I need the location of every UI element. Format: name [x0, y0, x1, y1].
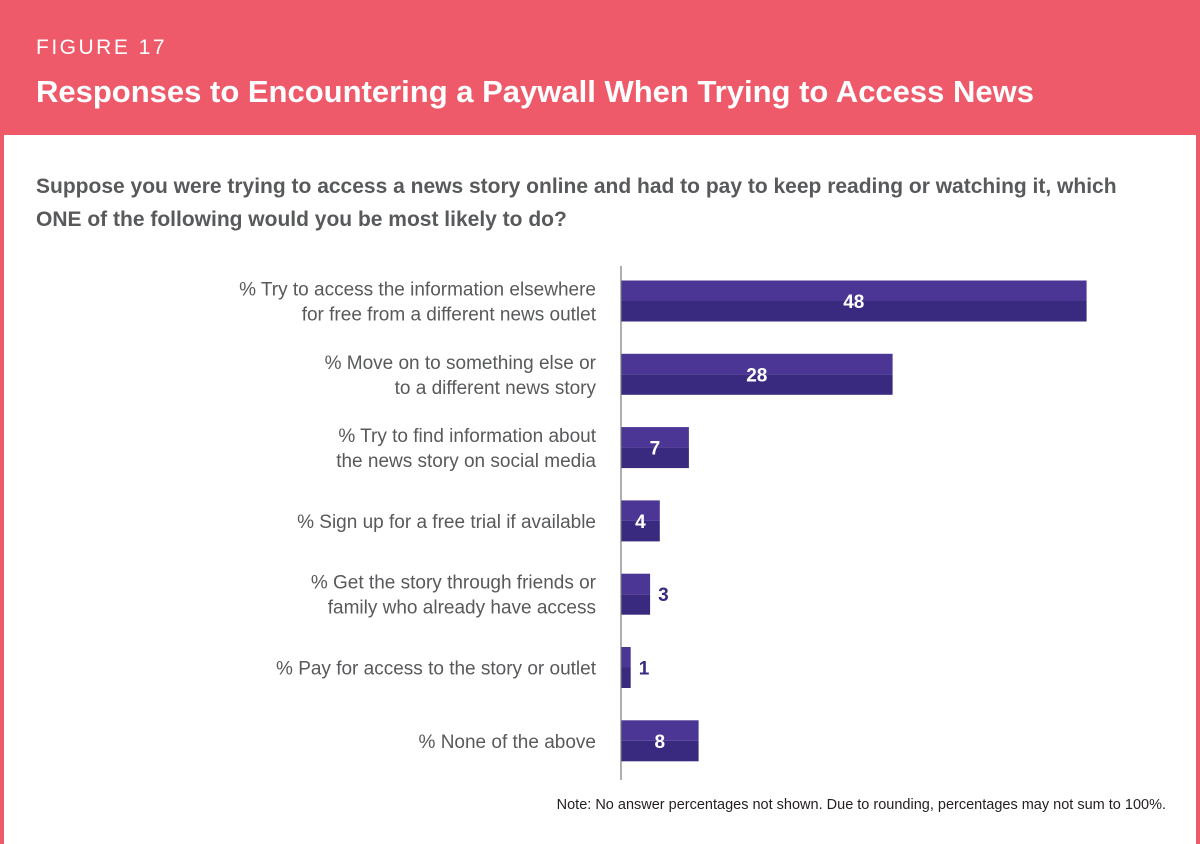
category-label: % None of the above	[419, 732, 596, 753]
data-label: 28	[746, 365, 767, 386]
bar-group: 8 % None of the above	[419, 720, 699, 762]
bar-group: 3 % Get the story through friends or famil…	[311, 573, 669, 619]
chart-note: Note: No answer percentages not shown. D…	[556, 797, 1166, 813]
figure-label: FIGURE 17	[36, 36, 168, 59]
bar	[621, 280, 1087, 301]
data-label: 4	[635, 512, 646, 533]
category-label: % Move on to something else or to a diffe…	[325, 353, 597, 399]
category-label: % Sign up for a free trial if available	[297, 512, 596, 533]
title-banner: FIGURE 17 Responses to Encountering a Pa…	[0, 0, 1200, 135]
bar-shade	[621, 594, 651, 615]
data-label: 48	[843, 292, 864, 313]
survey-question: Suppose you were trying to access a news…	[36, 175, 1117, 231]
bar-shade	[621, 667, 631, 688]
data-label: 8	[655, 732, 666, 753]
bar	[621, 353, 893, 375]
bar-group: 28 % Move on to something else or to a dif…	[325, 353, 893, 399]
category-label: % Try to find information about the news …	[336, 426, 597, 472]
bar-group: 4 % Sign up for a free trial if available	[297, 500, 660, 542]
bar	[621, 500, 660, 521]
bar-group: 48 % Try to access the information elsewh…	[239, 280, 1087, 326]
bar-shade	[621, 740, 699, 762]
category-label: % Try to access the information elsewher…	[239, 280, 597, 326]
bar-group: 7 % Try to find information about the news…	[336, 426, 689, 472]
data-label: 1	[639, 659, 650, 680]
bar	[621, 647, 631, 668]
figure-title: Responses to Encountering a Paywall When…	[36, 74, 1034, 109]
category-label: % Get the story through friends or family…	[311, 573, 597, 619]
bar-shade	[621, 301, 1087, 322]
bar	[621, 427, 689, 448]
bar	[621, 573, 651, 595]
data-label: 3	[658, 585, 669, 606]
bar	[621, 720, 699, 741]
bar-group: 1 % Pay for access to the story or outlet	[276, 647, 650, 688]
bar-shade	[621, 374, 893, 395]
bar-shade	[621, 520, 660, 542]
category-label: % Pay for access to the story or outlet	[276, 659, 597, 680]
bar-shade	[621, 447, 689, 469]
data-label: 7	[650, 439, 661, 460]
